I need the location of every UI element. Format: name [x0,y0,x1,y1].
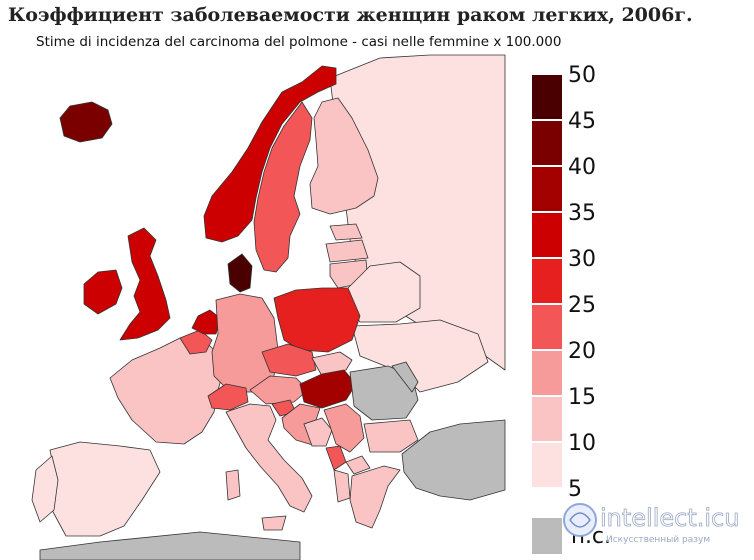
region-moldova [391,361,419,393]
region-north-africa [39,531,301,560]
legend-tick-label: 10 [568,431,596,456]
watermark: intellect.icu Искусственный разум [563,503,740,545]
legend-bin [532,304,562,350]
region-belgium [179,329,213,355]
region-france [109,337,227,445]
legend-tick-label: 30 [568,247,596,272]
legend-tick-label: 20 [568,339,596,364]
watermark-tagline: Искусственный разум [606,535,710,545]
region-ukraine [351,319,489,393]
legend-bin [532,442,562,488]
chart-subtitle: Stime di incidenza del carcinoma del pol… [36,34,562,50]
region-switzerland [207,383,249,411]
region-montenegro [325,445,347,471]
region-greece [349,465,401,529]
legend-tick-label: 40 [568,155,596,180]
region-bulgaria [363,419,419,453]
legend-tick-label: 25 [568,293,596,318]
legend: 50 45 40 35 30 25 20 15 10 5 [532,63,596,502]
legend-tick-label: 15 [568,385,596,410]
region-romania [349,365,419,421]
legend-bin [532,258,562,304]
region-bosnia [303,417,333,447]
region-spain [49,441,161,537]
legend-bin [532,74,562,120]
region-estonia [329,223,363,241]
watermark-brand: intellect.icu [600,504,739,532]
legend-tick-label: 45 [568,109,596,134]
legend-bin [532,120,562,166]
region-uk [119,227,171,341]
legend-tick-label: 35 [568,201,596,226]
region-italy [225,403,313,513]
countries-layer [31,54,506,560]
brain-logo-icon [563,503,597,537]
region-turkey [401,419,506,501]
legend-tick-label: 50 [568,63,596,88]
region-czech [261,343,317,377]
legend-no-data-swatch [532,518,562,554]
region-norway [203,65,337,243]
legend-bin [532,396,562,442]
region-iceland [59,101,113,143]
region-ireland [83,269,123,315]
region-sardinia [225,469,241,501]
region-albania [333,469,351,503]
chart-title: Коэффициент заболеваемости женщин раком … [8,4,693,26]
region-macedonia [345,455,371,475]
legend-bin [532,350,562,396]
region-portugal [31,455,59,523]
region-sweden [253,101,313,273]
region-denmark [227,253,253,293]
region-serbia [323,403,365,453]
region-finland [309,97,379,215]
legend-tick-label: 5 [568,477,582,502]
region-latvia [325,239,369,263]
region-poland [273,287,361,353]
region-netherlands [191,309,221,335]
region-hungary [299,369,357,409]
legend-bin [532,212,562,258]
region-sicily [261,515,287,531]
legend-bin [532,166,562,212]
